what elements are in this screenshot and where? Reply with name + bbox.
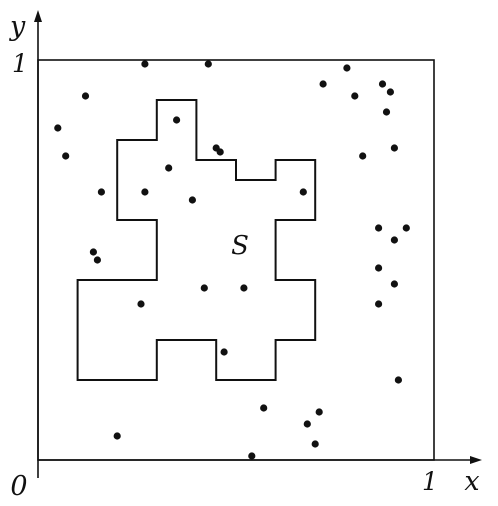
sample-point-12 xyxy=(62,152,70,160)
x-axis-label: x xyxy=(464,466,479,497)
sample-point-10 xyxy=(54,124,62,132)
sample-point-38 xyxy=(113,432,121,440)
sample-point-40 xyxy=(248,452,256,460)
sample-point-26 xyxy=(93,256,101,264)
sample-point-35 xyxy=(260,404,268,412)
sample-point-9 xyxy=(173,116,181,124)
sample-point-19 xyxy=(141,188,149,196)
y-tick-label-1: 1 xyxy=(12,49,28,78)
sample-point-1 xyxy=(141,60,149,68)
sample-point-33 xyxy=(220,348,228,356)
sample-point-30 xyxy=(240,284,248,292)
sample-point-7 xyxy=(386,88,394,96)
x-tick-label-1: 1 xyxy=(422,467,438,496)
sample-point-32 xyxy=(375,300,383,308)
sample-point-27 xyxy=(375,264,383,272)
sample-point-22 xyxy=(375,224,383,232)
sample-point-23 xyxy=(402,224,410,232)
sample-point-25 xyxy=(89,248,97,256)
sample-point-11 xyxy=(382,108,391,116)
unit-square-boundary xyxy=(37,59,435,461)
sample-point-15 xyxy=(165,164,173,172)
random-points xyxy=(54,60,410,460)
sample-point-28 xyxy=(390,280,398,288)
sample-point-17 xyxy=(390,144,398,152)
sample-point-36 xyxy=(315,408,323,416)
sample-point-24 xyxy=(390,236,398,244)
region-s-outline xyxy=(76,99,317,381)
axes xyxy=(34,10,482,478)
sample-point-29 xyxy=(200,284,208,292)
sample-point-31 xyxy=(137,300,145,308)
sample-point-16 xyxy=(359,152,367,160)
sample-point-4 xyxy=(319,80,327,88)
sample-point-37 xyxy=(303,420,311,428)
sample-point-2 xyxy=(204,60,212,68)
sample-point-39 xyxy=(311,440,319,448)
x-axis-arrow-icon xyxy=(470,456,482,464)
sample-point-20 xyxy=(188,196,196,204)
origin-label: 0 xyxy=(10,471,27,502)
sample-point-8 xyxy=(81,92,90,100)
sample-point-5 xyxy=(378,80,387,88)
y-axis-label: y xyxy=(9,11,26,42)
sample-point-3 xyxy=(343,64,351,72)
sample-point-21 xyxy=(299,188,307,196)
sample-point-6 xyxy=(351,92,359,100)
sample-point-14 xyxy=(216,148,224,156)
sample-point-34 xyxy=(394,376,402,384)
region-label: S xyxy=(231,231,249,261)
y-axis-arrow-icon xyxy=(34,10,42,22)
sample-point-18 xyxy=(97,188,105,196)
